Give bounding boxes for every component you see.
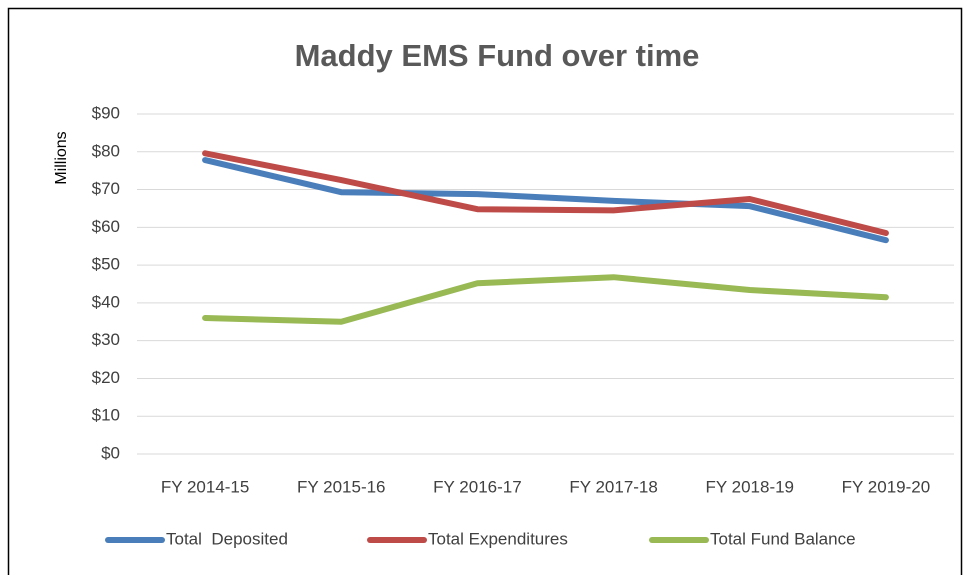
y-tick-label: $60	[92, 217, 120, 236]
y-tick-label: $0	[101, 443, 120, 462]
x-tick-label: FY 2016-17	[433, 477, 522, 496]
series-line	[202, 150, 889, 236]
y-tick-label: $30	[92, 330, 120, 349]
y-axis-label: Millions	[53, 131, 70, 184]
y-tick-label: $40	[92, 292, 120, 311]
x-tick-label: FY 2019-20	[842, 477, 931, 496]
series-line	[202, 274, 889, 325]
y-tick-label: $50	[92, 255, 120, 274]
legend-label: Total Fund Balance	[710, 529, 856, 548]
legend-label: Total Expenditures	[428, 529, 568, 548]
y-tick-label: $80	[92, 141, 120, 160]
y-tick-label: $20	[92, 368, 120, 387]
x-tick-label: FY 2014-15	[161, 477, 250, 496]
series-line	[202, 157, 889, 244]
y-tick-label: $70	[92, 179, 120, 198]
y-tick-label: $90	[92, 103, 120, 122]
x-tick-label: FY 2015-16	[297, 477, 386, 496]
legend-label: Total Deposited	[166, 529, 288, 548]
x-tick-label: FY 2018-19	[705, 477, 794, 496]
chart-title: Maddy EMS Fund over time	[295, 38, 700, 73]
x-tick-label: FY 2017-18	[569, 477, 658, 496]
y-tick-label: $10	[92, 406, 120, 425]
